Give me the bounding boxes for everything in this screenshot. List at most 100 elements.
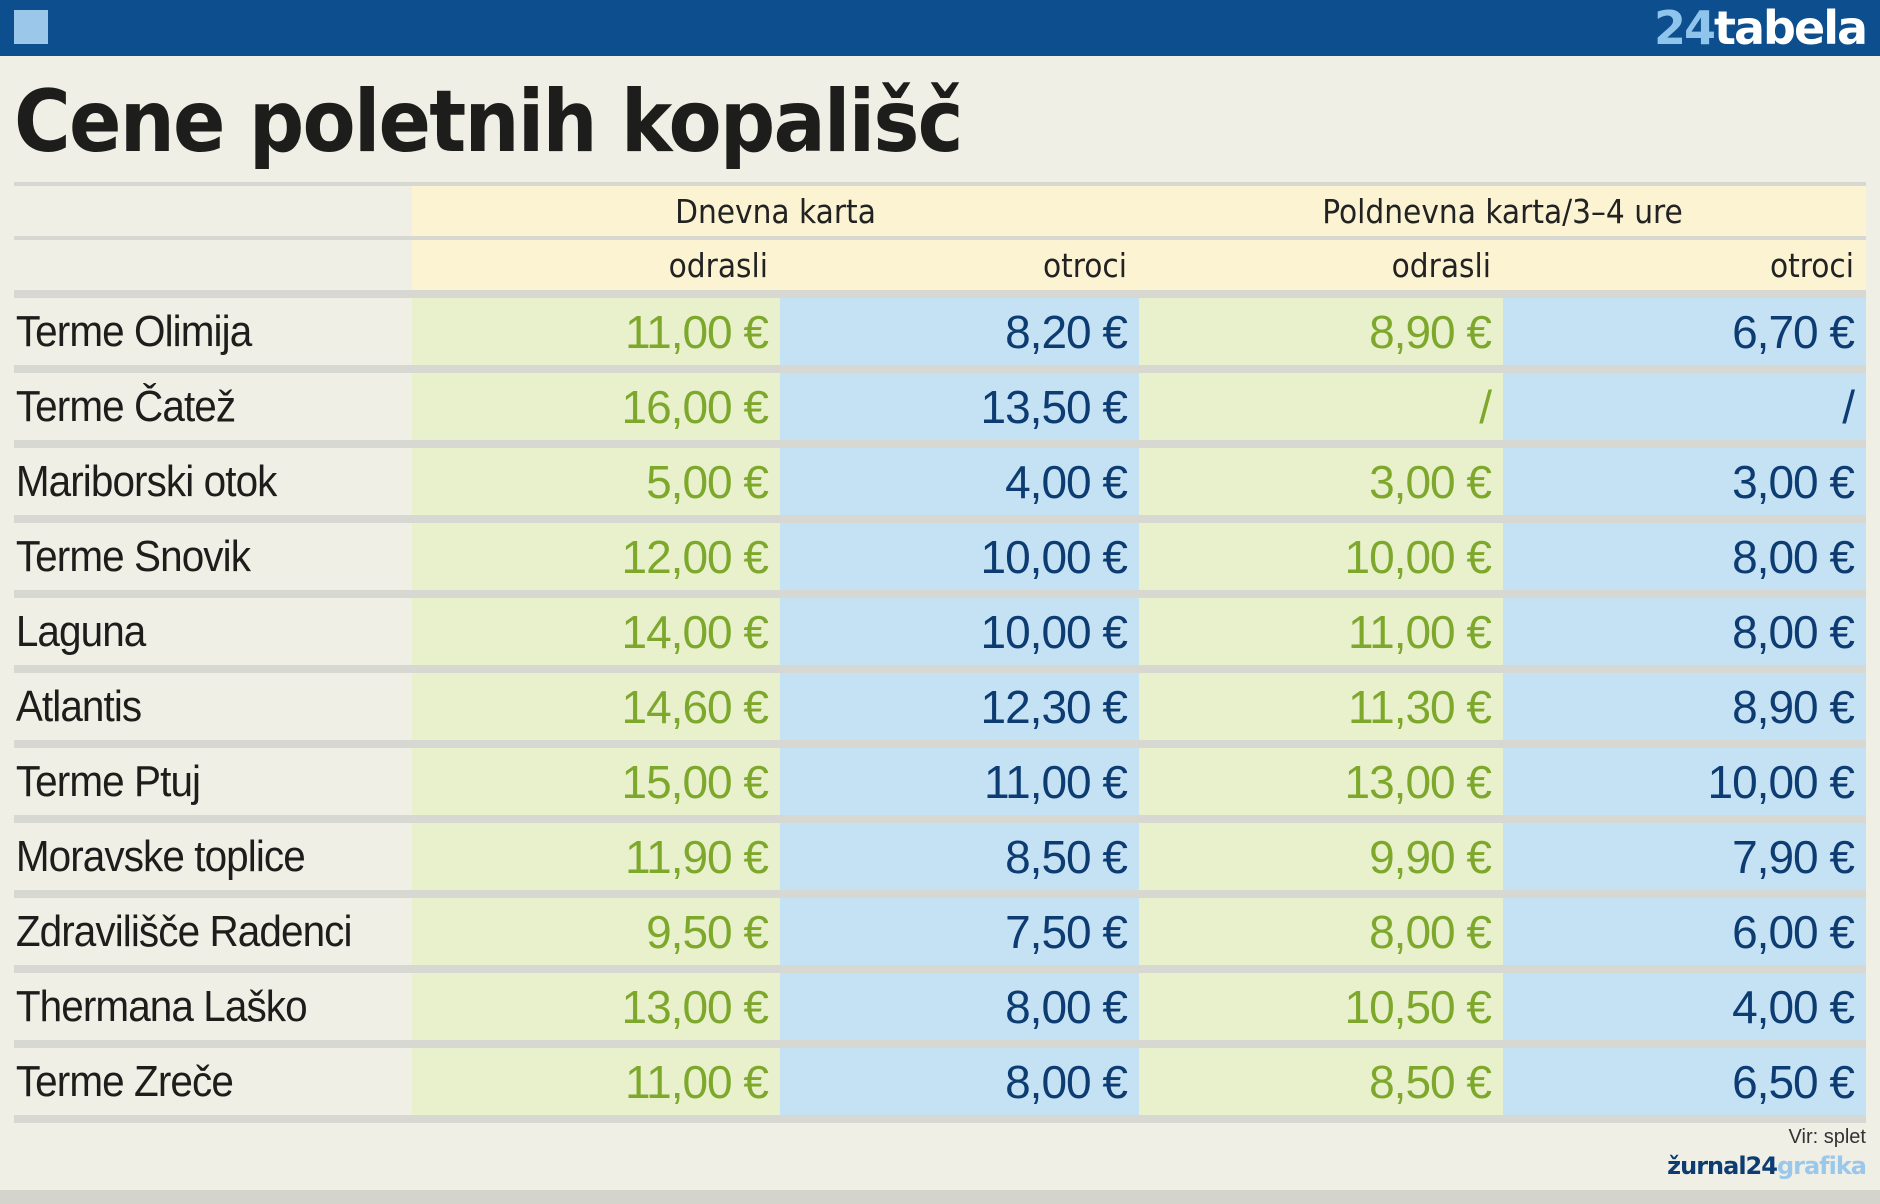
source-note: Vir: splet (1788, 1126, 1866, 1148)
price-children-day: 8,20 € (780, 298, 1139, 365)
sub-header-children-half-day: otroci (1503, 240, 1866, 290)
price-children-day: 12,30 € (780, 673, 1139, 740)
table-body: Terme Olimija 11,00 €8,20 €8,90 €6,70 € Te… (14, 298, 1866, 1123)
price-adults-day: 15,00 € (412, 748, 780, 815)
price-adults-half-day: / (1139, 373, 1503, 440)
price-children-day: 13,50 € (780, 373, 1139, 440)
table-row: Terme Olimija 11,00 €8,20 €8,90 €6,70 € (14, 298, 1866, 365)
sub-header-children-day: otroci (780, 240, 1139, 290)
price-children-day: 8,00 € (780, 973, 1139, 1040)
top-bar: 24tabela (0, 0, 1880, 56)
row-name: Terme Snovik (15, 531, 251, 581)
row-name: Terme Zreče (15, 1056, 234, 1106)
price-children-day: 4,00 € (780, 448, 1139, 515)
row-name: Laguna (15, 606, 146, 656)
header-spacer (14, 240, 412, 290)
price-children-day: 8,00 € (780, 1048, 1139, 1115)
footer-brand-light: grafika (1776, 1152, 1867, 1180)
row-name: Terme Olimija (15, 306, 252, 356)
row-name: Mariborski otok (15, 456, 278, 506)
price-children-day: 11,00 € (780, 748, 1139, 815)
row-name: Terme Čatež (15, 381, 236, 431)
brand-word: tabela (1714, 1, 1868, 55)
price-adults-half-day: 10,00 € (1139, 523, 1503, 590)
price-adults-half-day: 10,50 € (1139, 973, 1503, 1040)
table-row: Laguna 14,00 €10,00 €11,00 €8,00 € (14, 598, 1866, 665)
price-children-half-day: 10,00 € (1503, 748, 1866, 815)
price-children-half-day: 7,90 € (1503, 823, 1866, 890)
divider (14, 1040, 1866, 1048)
table-row: Moravske toplice 11,90 €8,50 €9,90 €7,90 … (14, 823, 1866, 890)
divider (14, 290, 1866, 298)
price-adults-day: 9,50 € (412, 898, 780, 965)
table-row: Mariborski otok 5,00 €4,00 €3,00 €3,00 € (14, 448, 1866, 515)
row-name: Terme Ptuj (15, 756, 201, 806)
table-row: Terme Ptuj 15,00 €11,00 €13,00 €10,00 € (14, 748, 1866, 815)
table-row: Terme Zreče 11,00 €8,00 €8,50 €6,50 € (14, 1048, 1866, 1115)
price-adults-day: 11,00 € (412, 1048, 780, 1115)
price-children-day: 10,00 € (780, 523, 1139, 590)
price-children-half-day: / (1503, 373, 1866, 440)
group-header-half-day-ticket: Poldnevna karta/3–4 ure (1139, 186, 1866, 236)
sub-header-adults-half-day: odrasli (1139, 240, 1503, 290)
price-children-day: 10,00 € (780, 598, 1139, 665)
group-header-day-ticket: Dnevna karta (412, 186, 1139, 236)
bottom-strip (0, 1190, 1880, 1204)
table-row: Zdravilišče Radenci 9,50 €7,50 €8,00 €6,0… (14, 898, 1866, 965)
price-children-half-day: 8,00 € (1503, 523, 1866, 590)
divider (14, 890, 1866, 898)
price-adults-day: 11,90 € (412, 823, 780, 890)
price-adults-day: 11,00 € (412, 298, 780, 365)
divider (14, 590, 1866, 598)
price-adults-day: 14,60 € (412, 673, 780, 740)
divider (14, 515, 1866, 523)
price-children-half-day: 6,70 € (1503, 298, 1866, 365)
sub-header-adults-day: odrasli (412, 240, 780, 290)
price-adults-day: 13,00 € (412, 973, 780, 1040)
price-children-half-day: 6,50 € (1503, 1048, 1866, 1115)
price-adults-day: 16,00 € (412, 373, 780, 440)
price-children-day: 7,50 € (780, 898, 1139, 965)
divider (14, 182, 1866, 186)
price-children-day: 8,50 € (780, 823, 1139, 890)
price-adults-half-day: 11,30 € (1139, 673, 1503, 740)
price-adults-half-day: 8,50 € (1139, 1048, 1503, 1115)
price-adults-half-day: 9,90 € (1139, 823, 1503, 890)
price-adults-half-day: 8,90 € (1139, 298, 1503, 365)
price-table: Dnevna karta Poldnevna karta/3–4 ure odr… (14, 182, 1866, 1123)
divider (14, 965, 1866, 973)
divider (14, 365, 1866, 373)
price-adults-half-day: 13,00 € (1139, 748, 1503, 815)
divider (14, 440, 1866, 448)
divider (14, 665, 1866, 673)
price-adults-half-day: 11,00 € (1139, 598, 1503, 665)
header-spacer (14, 186, 412, 236)
group-header-row: Dnevna karta Poldnevna karta/3–4 ure (14, 186, 1866, 236)
page-title: Cene poletnih kopališč (14, 72, 964, 172)
brand-number: 24 (1654, 1, 1716, 55)
price-children-half-day: 3,00 € (1503, 448, 1866, 515)
divider (14, 815, 1866, 823)
table-row: Terme Snovik 12,00 €10,00 €10,00 €8,00 € (14, 523, 1866, 590)
price-children-half-day: 6,00 € (1503, 898, 1866, 965)
divider (14, 236, 1866, 240)
row-name: Atlantis (15, 681, 142, 731)
price-adults-half-day: 3,00 € (1139, 448, 1503, 515)
price-adults-day: 12,00 € (412, 523, 780, 590)
price-adults-day: 5,00 € (412, 448, 780, 515)
sub-header-row: odrasli otroci odrasli otroci (14, 240, 1866, 290)
row-name: Zdravilišče Radenci (15, 906, 353, 956)
row-name: Moravske toplice (15, 831, 306, 881)
square-icon (14, 10, 48, 44)
price-children-half-day: 8,00 € (1503, 598, 1866, 665)
table-row: Atlantis 14,60 €12,30 €11,30 €8,90 € (14, 673, 1866, 740)
price-adults-day: 14,00 € (412, 598, 780, 665)
table-row: Thermana Laško 13,00 €8,00 €10,50 €4,00 € (14, 973, 1866, 1040)
price-adults-half-day: 8,00 € (1139, 898, 1503, 965)
table-row: Terme Čatež 16,00 €13,50 € / / (14, 373, 1866, 440)
price-children-half-day: 8,90 € (1503, 673, 1866, 740)
price-children-half-day: 4,00 € (1503, 973, 1866, 1040)
brand-logo: 24tabela (1654, 1, 1868, 55)
footer-brand-dark: žurnal24 (1667, 1152, 1778, 1180)
divider (14, 1115, 1866, 1123)
